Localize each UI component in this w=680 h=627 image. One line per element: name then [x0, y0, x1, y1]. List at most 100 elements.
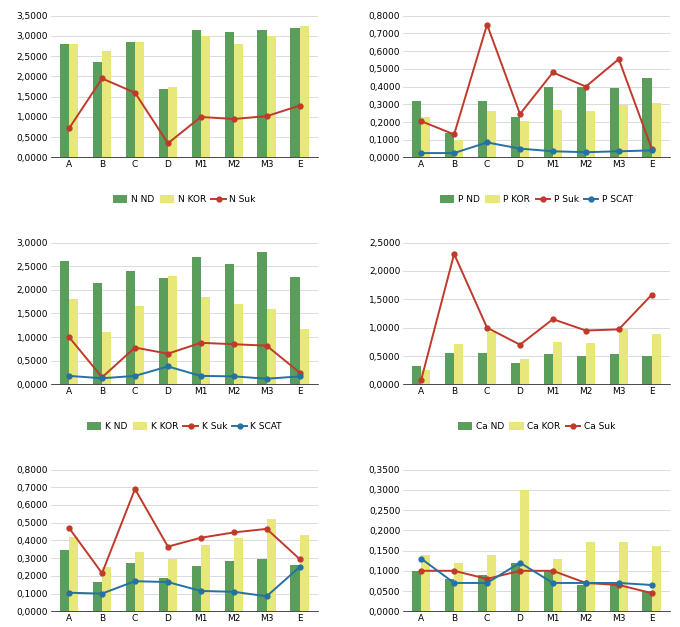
Ca Suk [483, 324, 491, 332]
Na SCAT [483, 579, 491, 587]
K Suk [98, 374, 106, 381]
Bar [92, 582, 102, 611]
Bar [102, 567, 112, 611]
Na Suk [582, 579, 590, 587]
N Suk [230, 115, 238, 123]
Bar [201, 297, 210, 384]
Na Suk [450, 567, 458, 574]
P SCAT [549, 147, 557, 155]
K SCAT [262, 375, 271, 382]
Bar [168, 87, 177, 157]
Mg Suk [164, 543, 172, 551]
P SCAT [516, 145, 524, 152]
Bar [421, 370, 430, 384]
Bar [135, 552, 144, 611]
Na Suk [483, 575, 491, 582]
Bar [487, 110, 496, 157]
Mg SCAT [197, 587, 205, 594]
K SCAT [98, 374, 106, 382]
Bar [412, 366, 421, 384]
Bar [511, 117, 520, 157]
Bar [643, 78, 651, 157]
P Suk [417, 117, 425, 125]
Bar [586, 110, 595, 157]
Bar [60, 44, 69, 157]
Bar [290, 565, 300, 611]
Bar [511, 363, 520, 384]
P Suk [615, 55, 623, 63]
Na SCAT [582, 579, 590, 587]
Bar [158, 577, 168, 611]
Legend: Ca ND, Ca KOR, Ca Suk: Ca ND, Ca KOR, Ca Suk [458, 422, 615, 431]
N Suk [262, 112, 271, 120]
P Suk [483, 21, 491, 28]
Ca Suk [647, 291, 656, 298]
Bar [290, 277, 300, 384]
Bar [609, 585, 619, 611]
K Suk [164, 350, 172, 357]
Bar [577, 585, 586, 611]
Ca Suk [615, 325, 623, 333]
Ca Suk [417, 376, 425, 384]
Bar [290, 28, 300, 157]
K SCAT [131, 372, 139, 380]
Bar [520, 121, 529, 157]
Bar [553, 110, 562, 157]
Bar [69, 299, 78, 384]
Bar [553, 559, 562, 611]
P Suk [450, 130, 458, 138]
Bar [224, 561, 234, 611]
Na Suk [417, 567, 425, 574]
Line: Mg SCAT: Mg SCAT [67, 564, 302, 599]
Bar [158, 88, 168, 157]
N Suk [65, 125, 73, 132]
K Suk [296, 369, 304, 376]
Bar [234, 44, 243, 157]
Bar [445, 133, 454, 157]
Legend: N ND, N KOR, N Suk: N ND, N KOR, N Suk [113, 195, 256, 204]
Bar [454, 344, 463, 384]
Bar [586, 542, 595, 611]
Bar [300, 329, 309, 384]
P SCAT [582, 149, 590, 156]
Mg Suk [65, 524, 73, 532]
P Suk [516, 110, 524, 118]
K SCAT [65, 372, 73, 380]
Na Suk [516, 567, 524, 574]
Bar [267, 36, 276, 157]
Bar [445, 579, 454, 611]
Bar [619, 329, 628, 384]
Bar [126, 562, 135, 611]
P Suk [647, 145, 656, 152]
Bar [234, 304, 243, 384]
Bar [454, 562, 463, 611]
K Suk [262, 342, 271, 349]
Bar [192, 566, 201, 611]
Mg SCAT [65, 589, 73, 596]
Bar [258, 30, 267, 157]
Bar [192, 257, 201, 384]
Mg SCAT [262, 593, 271, 600]
Bar [609, 88, 619, 157]
Bar [126, 42, 135, 157]
Bar [511, 562, 520, 611]
Bar [651, 547, 661, 611]
Na Suk [647, 589, 656, 597]
Bar [520, 359, 529, 384]
Legend: P ND, P KOR, P Suk, P SCAT: P ND, P KOR, P Suk, P SCAT [440, 195, 633, 204]
Bar [168, 559, 177, 611]
Mg SCAT [98, 590, 106, 598]
Mg SCAT [164, 578, 172, 586]
Bar [544, 354, 553, 384]
Ca Suk [450, 250, 458, 258]
K SCAT [197, 372, 205, 380]
Bar [586, 343, 595, 384]
Bar [651, 103, 661, 157]
Bar [300, 26, 309, 157]
Ca Suk [516, 341, 524, 349]
Bar [201, 36, 210, 157]
Line: P Suk: P Suk [419, 22, 654, 151]
Bar [102, 51, 112, 157]
Mg Suk [230, 529, 238, 536]
Bar [478, 352, 487, 384]
